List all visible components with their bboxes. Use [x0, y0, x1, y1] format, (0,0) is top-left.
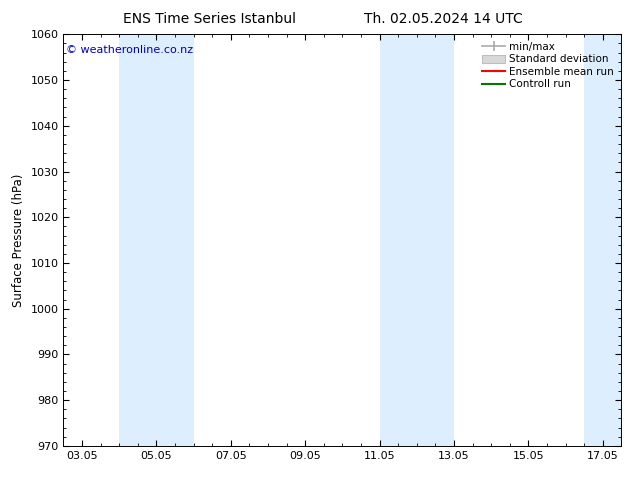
- Y-axis label: Surface Pressure (hPa): Surface Pressure (hPa): [12, 173, 25, 307]
- Bar: [119, 34, 193, 446]
- Bar: [584, 34, 621, 446]
- Text: ENS Time Series Istanbul: ENS Time Series Istanbul: [123, 12, 295, 26]
- Legend: min/max, Standard deviation, Ensemble mean run, Controll run: min/max, Standard deviation, Ensemble me…: [478, 37, 618, 94]
- Text: Th. 02.05.2024 14 UTC: Th. 02.05.2024 14 UTC: [365, 12, 523, 26]
- Text: © weatheronline.co.nz: © weatheronline.co.nz: [66, 45, 193, 54]
- Bar: [380, 34, 454, 446]
